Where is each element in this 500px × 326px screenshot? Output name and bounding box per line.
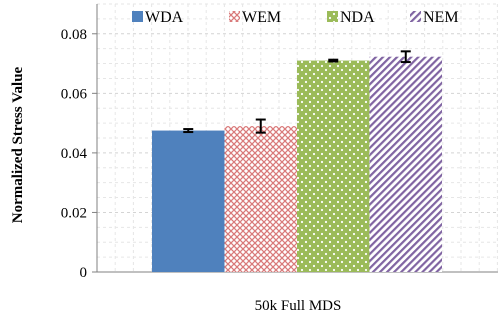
legend-swatch-nem — [410, 11, 421, 22]
bars — [152, 56, 442, 273]
legend-label-nda: NDA — [340, 9, 375, 26]
y-tick-label: 0.04 — [61, 146, 88, 162]
y-tick-label: 0 — [80, 265, 88, 281]
bar-wda — [152, 130, 225, 272]
bar-nda — [297, 60, 370, 273]
legend-label-wem: WEM — [242, 9, 281, 26]
y-tick-label: 0.02 — [61, 205, 87, 221]
bar-wem — [224, 126, 297, 272]
y-tick-label: 0.06 — [61, 86, 88, 102]
bar-nem — [369, 56, 442, 272]
legend-swatch-wda — [132, 11, 143, 22]
axes: 0 0.02 0.04 0.06 0.08 — [61, 4, 498, 281]
y-axis-title: Normalized Stress Value — [10, 66, 26, 223]
y-tick-label: 0.08 — [61, 27, 87, 43]
legend: WDA WEM NDA NEM — [132, 9, 459, 26]
legend-label-wda: WDA — [145, 9, 184, 26]
x-category-label: 50k Full MDS — [255, 298, 342, 314]
error-bars — [183, 50, 411, 134]
legend-swatch-wem — [229, 11, 240, 22]
legend-label-nem: NEM — [423, 9, 459, 26]
legend-swatch-nda — [327, 11, 338, 22]
